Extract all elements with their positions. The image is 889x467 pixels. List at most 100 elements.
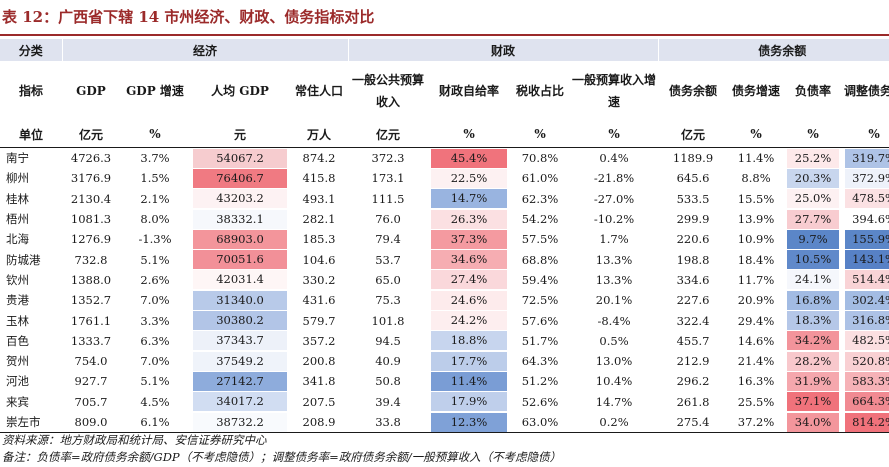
heat-cell-gdp-per-capita: 43203.2 — [190, 189, 290, 209]
city-name: 来宾 — [6, 394, 29, 409]
heat-cell-debt-ratio: 31.9% — [784, 371, 842, 391]
cell-gdp-growth: -1.3% — [138, 232, 172, 247]
cell-value: 31.9% — [787, 371, 840, 391]
column-unit: % — [728, 121, 785, 148]
table-body: 南宁 4726.3 3.7% 54067.2 874.2 372.3 45.4% 70.8% 0… — [0, 148, 889, 434]
cell-revenue: 173.1 — [371, 171, 405, 186]
cell-gdp: 754.0 — [74, 354, 108, 369]
cell-tax-share: 61.0% — [521, 171, 559, 186]
heat-cell-gdp-per-capita: 38732.2 — [190, 411, 290, 434]
city-name: 贺州 — [6, 354, 29, 369]
cell-debt: 220.6 — [676, 232, 710, 247]
cell-value: 28.2% — [787, 351, 840, 371]
cell-gdp-growth: 3.7% — [140, 151, 170, 166]
cell-revenue: 101.8 — [371, 313, 405, 328]
cell-revenue: 75.3 — [375, 293, 401, 308]
column-unit: 亿元 — [348, 121, 429, 148]
group-header-row: 分类 经济 财政 债务余额 — [0, 39, 889, 61]
city-name: 南宁 — [6, 151, 29, 166]
heat-cell-adj-debt-ratio: 514.4% — [842, 270, 889, 290]
group-category: 分类 — [0, 39, 63, 61]
cell-value: 394.6% — [845, 209, 889, 229]
cell-population: 330.2 — [302, 272, 336, 287]
cell-population: 207.5 — [302, 394, 336, 409]
city-name: 贵港 — [6, 293, 29, 308]
cell-tax-share: 57.6% — [521, 313, 559, 328]
cell-debt-growth: 29.4% — [737, 313, 775, 328]
city-name: 梧州 — [6, 212, 29, 227]
heat-cell-self-sufficiency: 17.7% — [428, 351, 510, 371]
city-name: 玉林 — [6, 313, 29, 328]
cell-value: 372.9% — [845, 168, 889, 188]
heat-cell-debt-ratio: 16.8% — [784, 290, 842, 310]
cell-tax-share: 63.0% — [510, 411, 571, 434]
heat-cell-gdp-per-capita: 76406.7 — [190, 168, 290, 188]
cell-debt-growth: 16.3% — [737, 374, 775, 389]
cell-value: 814.2% — [845, 412, 889, 432]
heat-cell-self-sufficiency: 11.4% — [428, 371, 510, 391]
heat-cell-self-sufficiency: 45.4% — [428, 148, 510, 169]
heat-cell-adj-debt-ratio: 302.4% — [842, 290, 889, 310]
cell-revenue-growth: -10.2% — [593, 212, 635, 227]
heat-cell-adj-debt-ratio: 316.8% — [842, 310, 889, 331]
cell-gdp: 2130.4 — [70, 191, 112, 206]
column-header: 财政自给率 — [439, 84, 500, 98]
table-row: 桂林 2130.4 2.1% 43203.2 493.1 111.5 14.7% 62.3% -… — [0, 189, 889, 209]
cell-value: 22.5% — [431, 168, 508, 188]
cell-value: 24.6% — [431, 290, 508, 310]
cell-debt-growth: 10.9% — [737, 232, 775, 247]
table-row: 南宁 4726.3 3.7% 54067.2 874.2 372.3 45.4% 70.8% 0… — [0, 148, 889, 169]
table-row: 玉林 1761.1 3.3% 30380.2 579.7 101.8 24.2% 57.6% -… — [0, 310, 889, 331]
city-name: 桂林 — [6, 191, 29, 206]
cell-value: 18.8% — [431, 331, 508, 351]
cell-gdp: 4726.3 — [70, 151, 112, 166]
heat-cell-adj-debt-ratio: 814.2% — [842, 411, 889, 434]
table-row: 崇左市 809.0 6.1% 38732.2 208.9 33.8 12.3% 63.0% 0.… — [0, 411, 889, 434]
cell-tax-share: 59.4% — [521, 272, 559, 287]
cell-value: 34.2% — [787, 331, 840, 351]
cell-revenue-growth: 0.2% — [570, 411, 659, 434]
cell-debt: 533.5 — [676, 191, 710, 206]
cell-revenue-growth: 13.3% — [595, 272, 633, 287]
cell-value: 45.4% — [431, 148, 508, 168]
cell-revenue-growth: 20.1% — [595, 293, 633, 308]
heat-cell-adj-debt-ratio: 583.3% — [842, 371, 889, 391]
cell-revenue: 372.3 — [371, 151, 405, 166]
cell-tax-share: 51.7% — [521, 333, 559, 348]
heat-cell-self-sufficiency: 22.5% — [428, 168, 510, 188]
city-name: 钦州 — [6, 272, 29, 287]
column-header: 税收占比 — [516, 84, 565, 98]
column-unit: 亿元 — [62, 121, 120, 148]
cell-gdp: 705.7 — [74, 394, 108, 409]
cell-debt-growth: 11.7% — [737, 272, 775, 287]
cell-revenue-growth: 1.7% — [599, 232, 629, 247]
cell-revenue: 50.8 — [375, 374, 401, 389]
cell-revenue-growth: 13.3% — [595, 252, 633, 267]
city-name: 柳州 — [6, 171, 29, 186]
cell-value: 34017.2 — [193, 392, 287, 412]
cell-value: 18.3% — [787, 311, 840, 331]
cell-tax-share: 70.8% — [521, 151, 559, 166]
heat-cell-gdp-per-capita: 30380.2 — [190, 310, 290, 331]
cell-debt: 645.6 — [676, 171, 710, 186]
table-row: 北海 1276.9 -1.3% 68903.0 185.3 79.4 37.3% 57.5% 1… — [0, 229, 889, 249]
heat-cell-debt-ratio: 18.3% — [784, 310, 842, 331]
cell-population: 874.2 — [302, 151, 336, 166]
cell-debt-growth: 15.5% — [737, 191, 775, 206]
cell-gdp: 1333.7 — [70, 333, 112, 348]
cell-value: 25.2% — [787, 148, 840, 168]
indicator-header-row: 指标 GDP GDP 增速 人均 GDP 常住人口 一般公共预算收入 财政自给率 税收占比 一般… — [0, 61, 889, 121]
cell-gdp-growth: 2.1% — [140, 191, 170, 206]
heat-cell-adj-debt-ratio: 664.3% — [842, 392, 889, 412]
cell-tax-share: 54.2% — [521, 212, 559, 227]
cell-value: 30380.2 — [193, 311, 287, 331]
cell-revenue-growth: 0.4% — [599, 151, 629, 166]
title-divider — [0, 34, 889, 36]
cell-value: 37.1% — [787, 392, 840, 412]
column-unit: 万人 — [290, 121, 349, 148]
group-finance: 财政 — [348, 39, 659, 61]
heat-cell-self-sufficiency: 37.3% — [428, 229, 510, 249]
column-unit: % — [570, 121, 659, 148]
cell-debt-growth: 37.2% — [728, 411, 785, 434]
cell-debt: 334.6 — [676, 272, 710, 287]
